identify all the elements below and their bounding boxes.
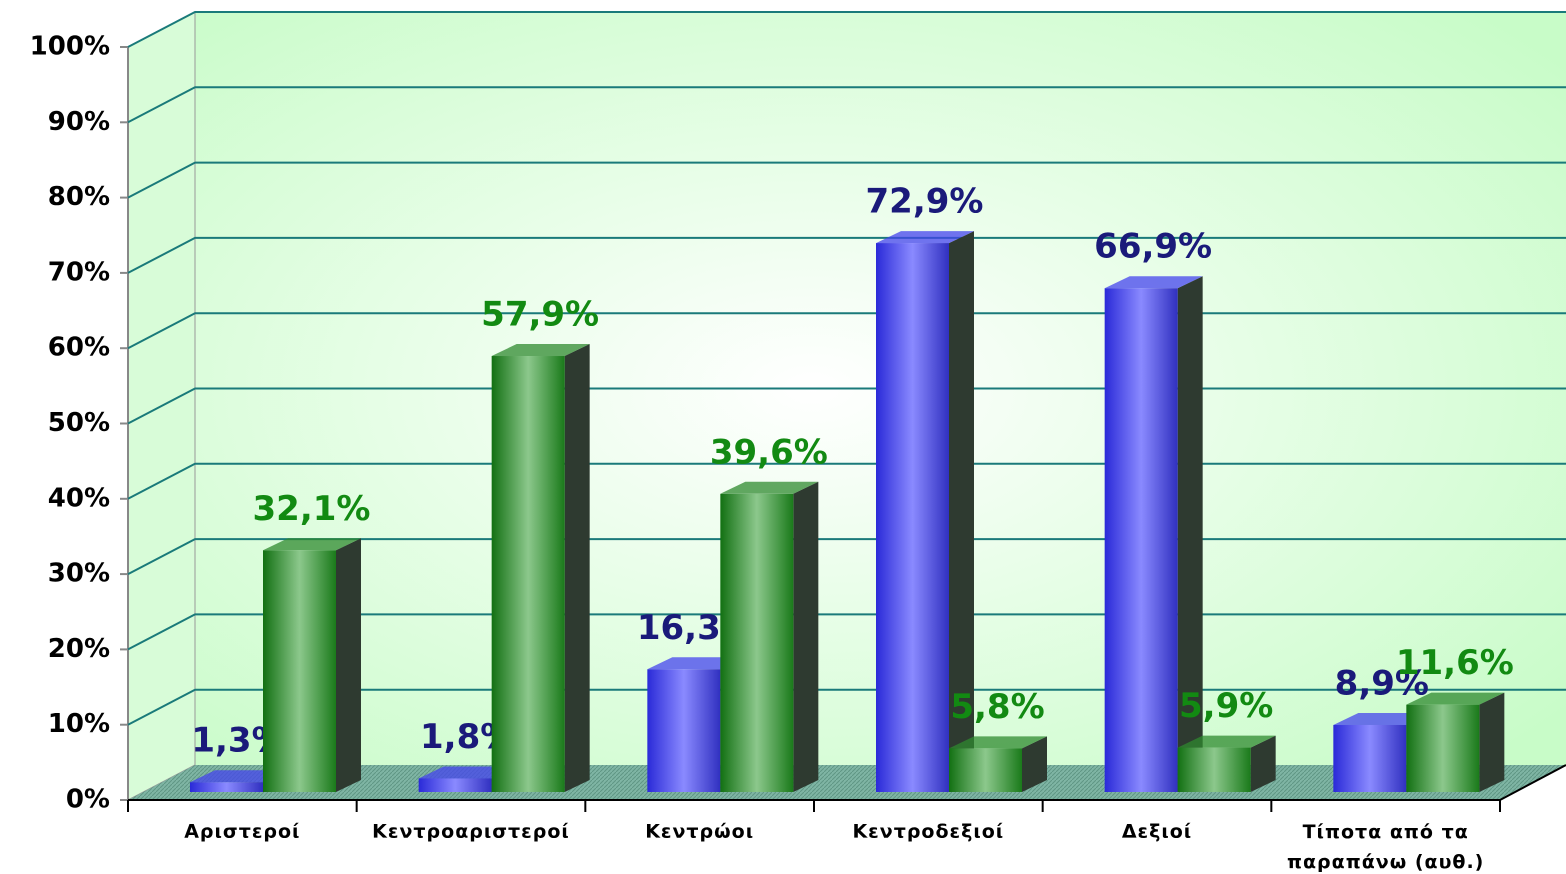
bar-side (1022, 736, 1047, 792)
bar (1333, 724, 1407, 792)
bar-side (1250, 735, 1276, 792)
y-tick-label: 0% (66, 785, 110, 815)
value-label: 32,1% (253, 489, 371, 529)
bar-top (949, 736, 1047, 749)
bar (190, 782, 263, 792)
y-tick-label: 100% (30, 32, 110, 62)
grid-line (127, 161, 1566, 199)
value-label: 39,6% (710, 432, 828, 472)
bar (876, 243, 949, 793)
bar-side (336, 538, 361, 792)
x-tick-label: Κεντρώοι (645, 821, 754, 843)
y-tick-label: 30% (48, 559, 110, 589)
bar (491, 356, 565, 792)
x-tick-label: Δεξιοί (1122, 821, 1192, 843)
value-label: 11,6% (1396, 643, 1514, 683)
y-tick-label: 50% (48, 408, 110, 438)
bar (949, 748, 1022, 792)
x-tick-label: Αριστεροί (184, 821, 300, 843)
bar (1406, 704, 1480, 792)
bar-side (793, 481, 819, 792)
bar-side (1479, 692, 1505, 792)
value-label: 8,9% (1335, 663, 1429, 703)
y-tick-label: 60% (48, 333, 110, 363)
bar (647, 669, 721, 792)
value-label: 57,9% (481, 295, 599, 335)
value-label: 72,9% (866, 182, 984, 222)
grid-line (127, 11, 1566, 48)
bar-top (876, 231, 974, 244)
x-axis-depth (1499, 764, 1566, 801)
bar (263, 550, 336, 792)
grid-line (127, 86, 1566, 124)
y-tick-label: 40% (48, 483, 110, 513)
value-label: 5,8% (950, 687, 1044, 727)
grid-line (127, 236, 1566, 274)
y-tick-label: 80% (48, 182, 110, 212)
y-tick-label: 20% (48, 634, 110, 664)
x-tick-label: Κεντροαριστεροί (372, 821, 570, 843)
bar (1104, 288, 1178, 792)
value-label: 5,9% (1179, 686, 1273, 726)
bar-side (1177, 276, 1203, 792)
bar-side (564, 344, 590, 792)
x-tick-label: Τίποτα από τα παραπάνω (αυθ.) (1287, 821, 1484, 873)
x-tick-label: Κεντροδεξιοί (852, 821, 1004, 843)
bar-side (949, 231, 974, 793)
y-tick-label: 70% (48, 257, 110, 287)
y-tick-label: 90% (48, 107, 110, 137)
bar-top (1406, 692, 1505, 705)
bar (720, 493, 794, 792)
bar-top (263, 538, 361, 551)
bar (418, 778, 492, 792)
bar-top (720, 481, 819, 494)
value-label: 66,9% (1094, 227, 1212, 267)
bar-top (491, 344, 590, 357)
bar (1177, 747, 1251, 792)
y-tick-label: 10% (48, 709, 110, 739)
bar-top (1104, 276, 1203, 289)
bar-top (1177, 735, 1276, 748)
